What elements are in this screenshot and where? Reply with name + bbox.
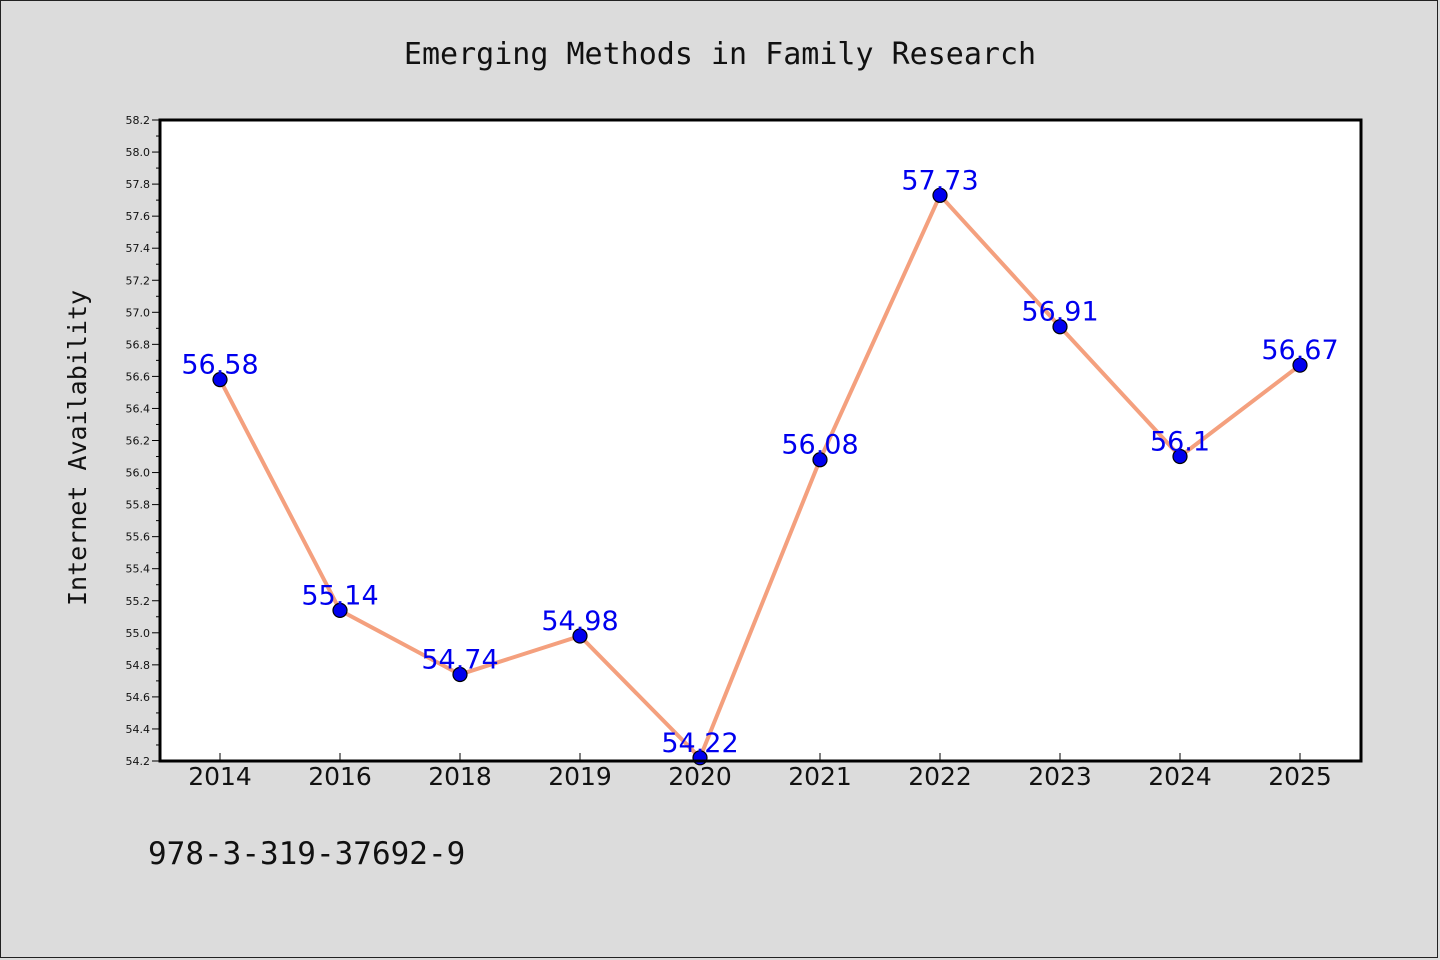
series-line-segment	[338, 608, 462, 677]
y-tick-label: 56.4	[126, 402, 151, 415]
x-tick-label: 2022	[908, 762, 972, 791]
x-tick-label: 2024	[1148, 762, 1212, 791]
y-tick-label: 58.2	[126, 114, 151, 127]
footer-isbn: 978-3-319-37692-9	[148, 836, 465, 872]
y-tick-label: 54.2	[126, 755, 151, 768]
y-tick-label: 58.0	[126, 146, 151, 159]
y-axis-ticks: 54.2 54.4 54.6 54.8 55.0 55.2 55.4 55.6 55.8 56.0…	[126, 114, 160, 768]
data-label: 54.98	[541, 606, 618, 637]
y-tick-label: 57.6	[126, 210, 151, 223]
data-markers	[212, 187, 1308, 766]
data-label: 56.1	[1150, 427, 1210, 458]
data-labels: 56.58 55.14 54.74 54.98 54.22 56.08 57.73 56.91…	[181, 165, 1338, 758]
y-tick-label: 55.0	[126, 627, 151, 640]
y-tick-label: 57.4	[126, 242, 151, 255]
data-point-marker	[812, 452, 828, 468]
y-tick-label: 57.8	[126, 178, 151, 191]
series-line-segment	[578, 634, 702, 760]
y-tick-label: 56.0	[126, 467, 151, 480]
x-tick-label: 2020	[668, 762, 732, 791]
data-point-marker	[572, 628, 588, 644]
y-tick-label: 55.4	[126, 563, 151, 576]
x-tick-label: 2014	[188, 762, 252, 791]
series-line-group	[218, 193, 1302, 760]
data-label: 56.67	[1261, 335, 1338, 366]
data-label: 55.14	[301, 580, 378, 611]
plot-border	[158, 118, 1363, 763]
series-line-segment	[218, 377, 342, 613]
y-tick-label: 55.6	[126, 531, 151, 544]
y-tick-label: 55.8	[126, 499, 151, 512]
series-line-segment	[1178, 363, 1302, 459]
plot-area	[160, 120, 1361, 761]
x-tick-label: 2025	[1268, 762, 1332, 791]
y-tick-label: 55.2	[126, 595, 151, 608]
y-tick-label: 57.0	[126, 306, 151, 319]
data-point-marker	[1052, 319, 1068, 335]
y-tick-label: 56.2	[126, 435, 151, 448]
y-tick-label: 54.6	[126, 691, 151, 704]
data-label: 56.91	[1021, 297, 1098, 328]
series-line-segment	[818, 193, 942, 462]
series-line-segment	[698, 457, 822, 760]
y-tick-label: 56.8	[126, 338, 151, 351]
x-tick-label: 2023	[1028, 762, 1092, 791]
data-point-marker	[1292, 357, 1308, 373]
x-tick-label: 2021	[788, 762, 852, 791]
series-line-segment	[938, 193, 1062, 329]
data-label: 54.22	[661, 728, 738, 759]
series-line-segment	[1058, 324, 1182, 459]
x-tick-label: 2018	[428, 762, 492, 791]
data-label: 56.58	[181, 350, 258, 381]
data-label: 54.74	[421, 644, 498, 675]
data-point-marker	[932, 187, 948, 203]
data-label: 56.08	[781, 430, 858, 461]
chart-title: Emerging Methods in Family Research	[404, 37, 1036, 72]
y-tick-label: 57.2	[126, 274, 151, 287]
x-axis-ticks: 2014 2016 2018 2019 2020 2021 2022 2023 2024 2025	[188, 753, 1332, 791]
y-tick-label: 54.4	[126, 723, 151, 736]
data-point-marker	[332, 602, 348, 618]
data-point-marker	[212, 372, 228, 388]
y-tick-label: 56.6	[126, 370, 151, 383]
data-point-marker	[452, 666, 468, 683]
data-point-marker	[1172, 448, 1188, 465]
data-label: 57.73	[901, 165, 978, 196]
series-line-segment	[458, 634, 582, 677]
x-tick-label: 2016	[308, 762, 372, 791]
y-axis-label: Internet Availability	[63, 290, 92, 606]
y-tick-label: 54.8	[126, 659, 151, 672]
x-tick-label: 2019	[548, 762, 612, 791]
